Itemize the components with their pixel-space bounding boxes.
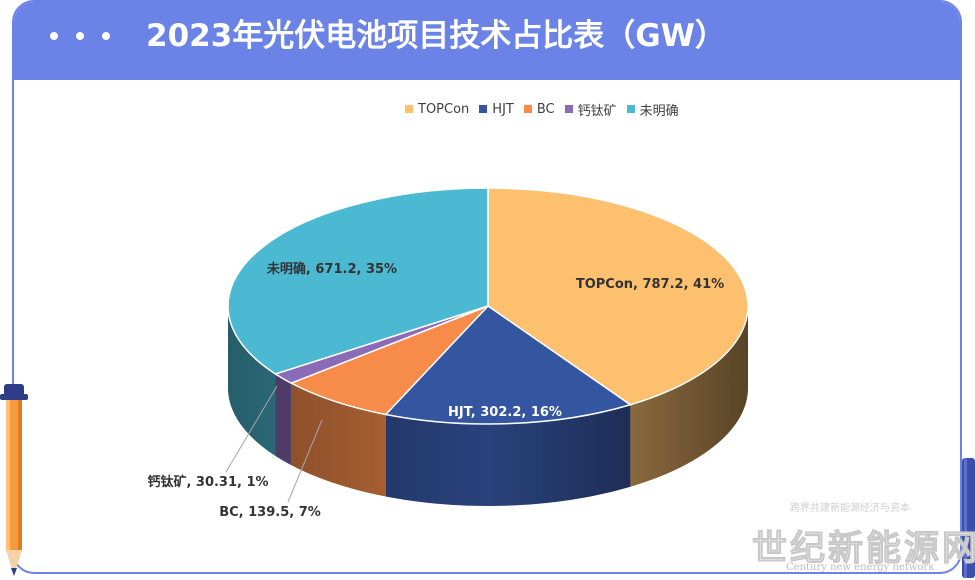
pie-data-label: TOPCon, 787.2, 41% (576, 277, 724, 292)
chart-legend: TOPCon HJT BC 钙钛矿 未明确 (405, 98, 679, 120)
legend-label: 钙钛矿 (577, 103, 617, 119)
legend-label: 未明确 (639, 103, 679, 119)
pen-decoration-icon (962, 458, 975, 578)
pie-data-label: HJT, 302.2, 16% (448, 405, 562, 420)
pie-data-label: 钙钛矿, 30.31, 1% (147, 474, 268, 490)
legend-item: HJT (479, 102, 514, 117)
window-dots (50, 24, 110, 48)
legend-swatch (626, 105, 635, 113)
pie-side-shading (228, 306, 748, 506)
legend-label: HJT (492, 101, 514, 117)
watermark-tagline: 跨界共建新能源经济与资本 (790, 503, 910, 514)
page-title: 2023年光伏电池项目技术占比表（GW） (146, 18, 726, 54)
pie-slice (289, 305, 489, 416)
label-leader-line (287, 419, 323, 503)
legend-item: 钙钛矿 (564, 100, 617, 119)
legend-item: TOPCon (405, 102, 469, 117)
legend-item: 未明确 (626, 100, 679, 119)
header-bar: 2023年光伏电池项目技术占比表（GW） (14, 2, 960, 80)
pie-slice (384, 305, 633, 425)
legend-swatch (405, 105, 413, 113)
legend-label: BC (536, 101, 555, 117)
label-leader-line (225, 385, 278, 473)
pie-data-label: BC, 139.5, 7% (219, 505, 321, 520)
dot-icon (76, 32, 84, 40)
legend-item: BC (523, 101, 555, 117)
legend-swatch (479, 105, 488, 113)
dot-icon (50, 32, 58, 40)
legend-swatch (523, 105, 532, 113)
watermark-brand: 世纪新能源网 (751, 528, 975, 570)
pen-decoration-icon (0, 384, 28, 576)
dot-icon (102, 32, 110, 40)
legend-label: TOPCon (418, 101, 470, 117)
watermark-brand-en: Century new energy network (786, 562, 935, 573)
pie-data-label: 未明确, 671.2, 35% (266, 261, 397, 277)
legend-swatch (564, 105, 573, 113)
pie-slice (227, 187, 489, 375)
